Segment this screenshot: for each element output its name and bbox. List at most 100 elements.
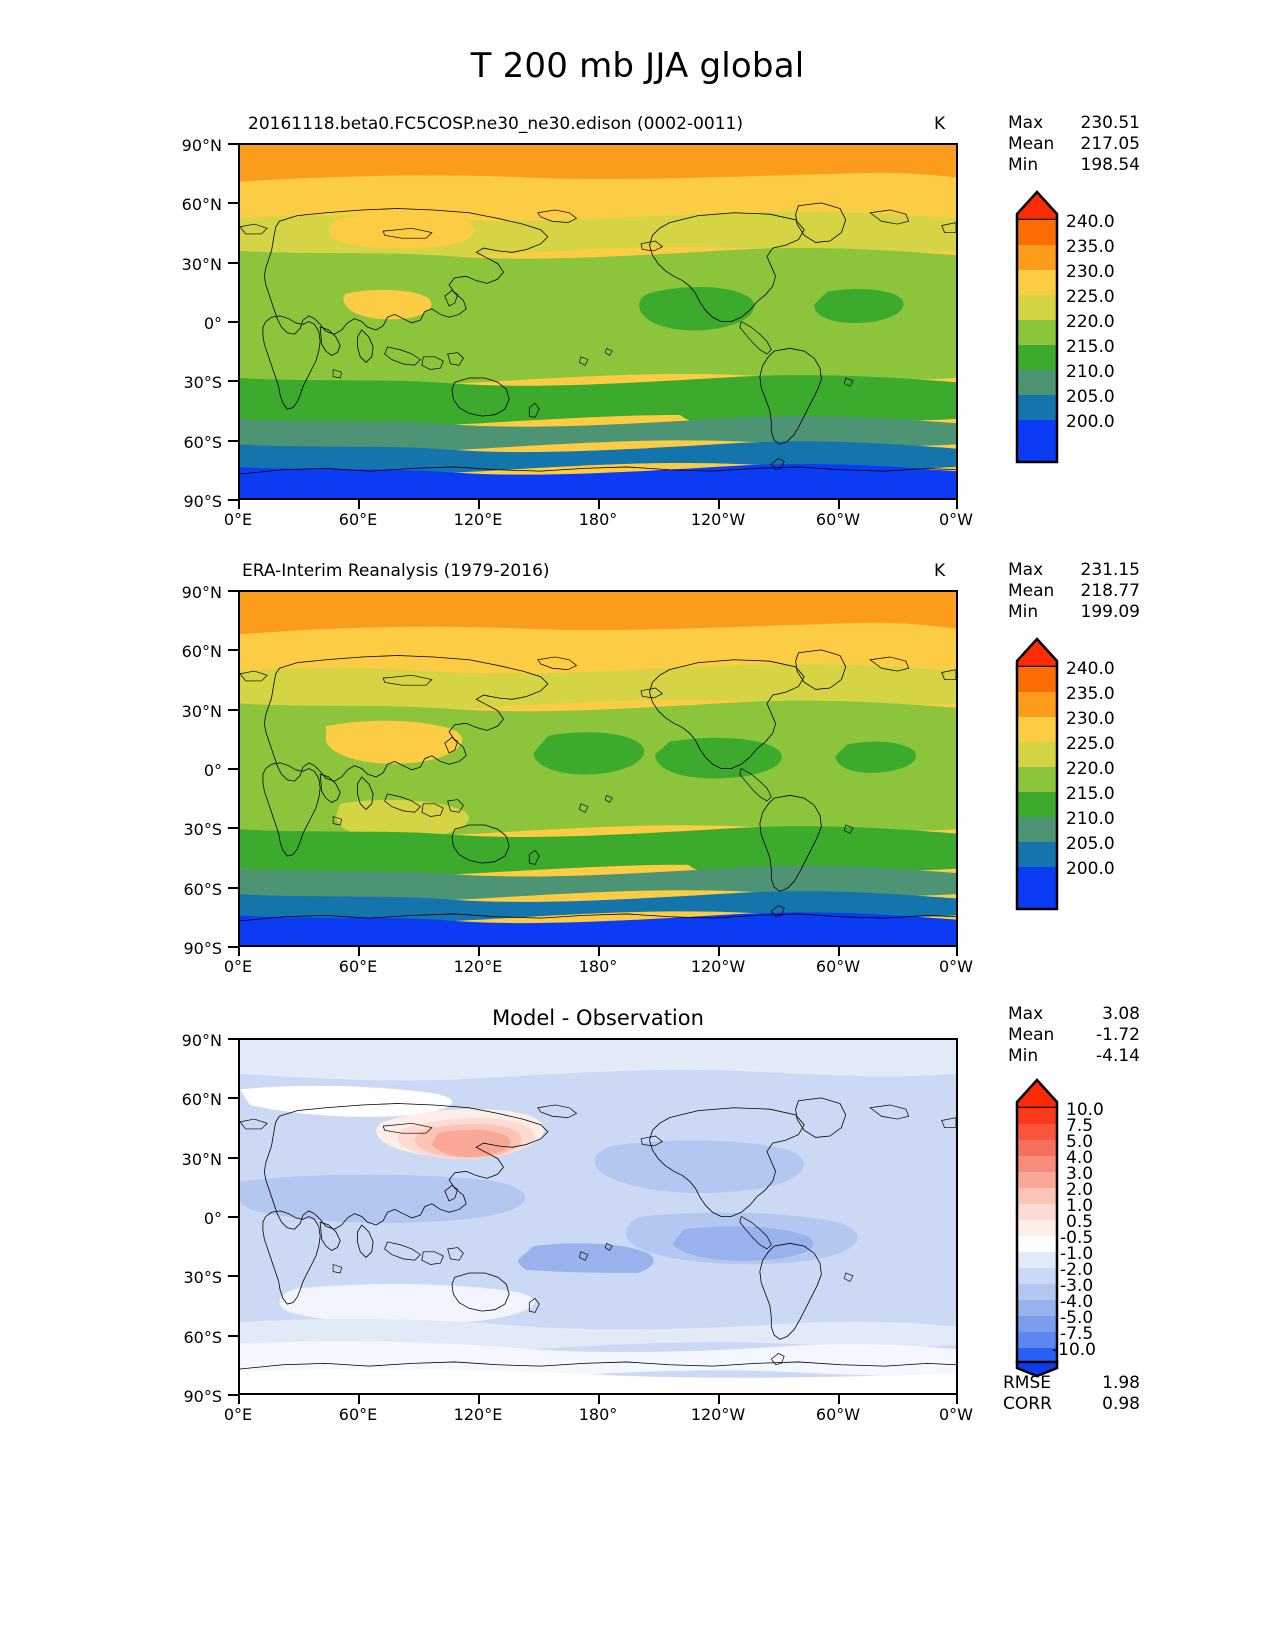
stat-key: Mean	[1008, 581, 1055, 601]
ytick-label: 60°N	[181, 1090, 222, 1109]
ytick-label: 90°N	[181, 1031, 222, 1050]
xtick-label: 120°E	[453, 510, 503, 529]
ytick-label: 90°S	[183, 939, 222, 958]
xtick-label: 60°E	[338, 957, 378, 976]
ytick-label: 60°S	[183, 880, 222, 899]
ytick-mark	[228, 827, 238, 829]
colorbar-label: 5.0	[1066, 1132, 1094, 1152]
xtick-mark	[598, 500, 600, 509]
stat-key: Max	[1008, 113, 1044, 133]
ytick-mark	[228, 1335, 238, 1337]
footer-key: CORR	[1003, 1394, 1052, 1414]
stat-value: 217.05	[1080, 134, 1140, 154]
ytick-label: 30°S	[183, 373, 222, 392]
xtick-label: 120°W	[690, 510, 746, 529]
ytick-label: 30°N	[181, 255, 222, 274]
xtick-label: 60°W	[815, 957, 861, 976]
ytick-mark	[228, 499, 238, 501]
ytick-mark	[228, 946, 238, 948]
panel-difference-stats: Max 3.08 Mean -1.72 Min -4.14	[1008, 1004, 1140, 1066]
stat-key: Mean	[1008, 1025, 1055, 1045]
colorbar-label: 225.0	[1066, 287, 1115, 307]
stat-value: -4.14	[1096, 1046, 1140, 1066]
colorbar-label: 215.0	[1066, 784, 1115, 804]
xtick-label: 0°E	[223, 957, 253, 976]
colorbar-label: -2.0	[1060, 1260, 1094, 1280]
ytick-label: 60°N	[181, 642, 222, 661]
xtick-label: 180°	[578, 510, 618, 529]
panel-observation-stats: Max 231.15 Mean 218.77 Min 199.09	[1008, 560, 1140, 622]
xtick-label: 180°	[578, 1405, 618, 1424]
xtick-mark	[718, 947, 720, 956]
panel-observation-colorbar[interactable]: 240.0 235.0 230.0 225.0 220.0 215.0 210.…	[1008, 637, 1158, 917]
ytick-mark	[228, 1097, 238, 1099]
ytick-mark	[228, 887, 238, 889]
colorbar-label: -10.0	[1052, 1340, 1096, 1360]
ytick-label: 0°	[203, 1209, 222, 1228]
xtick-label: 0°E	[223, 510, 253, 529]
colorbar-label: 7.5	[1066, 1116, 1094, 1136]
colorbar-label: 200.0	[1066, 412, 1115, 432]
xtick-mark	[478, 947, 480, 956]
ytick-label: 60°S	[183, 1328, 222, 1347]
panel-difference-map[interactable]	[238, 1038, 958, 1395]
colorbar-label: 10.0	[1066, 1100, 1104, 1120]
colorbar-label: 210.0	[1066, 362, 1115, 382]
ytick-label: 90°S	[183, 492, 222, 511]
ytick-mark	[228, 1216, 238, 1218]
ytick-label: 0°	[203, 761, 222, 780]
stat-value: 198.54	[1080, 155, 1140, 175]
colorbar-label: 235.0	[1066, 684, 1115, 704]
xtick-mark	[838, 947, 840, 956]
xtick-label: 60°W	[815, 1405, 861, 1424]
ytick-mark	[228, 1394, 238, 1396]
colorbar-label: -4.0	[1060, 1292, 1094, 1312]
colorbar-label: 205.0	[1066, 387, 1115, 407]
panel-model-colorbar[interactable]: 240.0 235.0 230.0 225.0 220.0 215.0 210.…	[1008, 190, 1158, 470]
figure-title: T 200 mb JJA global	[470, 46, 805, 86]
ytick-mark	[228, 649, 238, 651]
colorbar-label: 3.0	[1066, 1164, 1094, 1184]
colorbar-label: -0.5	[1060, 1228, 1094, 1248]
panel-observation-map[interactable]	[238, 590, 958, 947]
xtick-label: 60°E	[338, 510, 378, 529]
colorbar-label: 240.0	[1066, 659, 1115, 679]
ytick-label: 30°N	[181, 702, 222, 721]
colorbar-label: 220.0	[1066, 312, 1115, 332]
xtick-mark	[238, 947, 240, 956]
stat-value: 218.77	[1080, 581, 1140, 601]
xtick-mark	[358, 947, 360, 956]
colorbar-label: -7.5	[1060, 1324, 1094, 1344]
ytick-label: 60°N	[181, 195, 222, 214]
ytick-mark	[228, 143, 238, 145]
xtick-label: 0°E	[223, 1405, 253, 1424]
xtick-mark	[478, 1395, 480, 1404]
panel-model-stats: Max 230.51 Mean 217.05 Min 198.54	[1008, 113, 1140, 175]
ytick-label: 90°N	[181, 136, 222, 155]
stat-key: Max	[1008, 1004, 1044, 1024]
ytick-mark	[228, 590, 238, 592]
colorbar-label: 2.0	[1066, 1180, 1094, 1200]
ytick-mark	[228, 262, 238, 264]
stat-value: 231.15	[1080, 560, 1140, 580]
xtick-mark	[956, 947, 958, 956]
colorbar-label: 240.0	[1066, 212, 1115, 232]
panel-model-map[interactable]	[238, 143, 958, 500]
ytick-mark	[228, 321, 238, 323]
xtick-mark	[956, 500, 958, 509]
panel-difference-colorbar[interactable]: 10.0 7.5 5.0 4.0 3.0 2.0 1.0 0.5 -0.5 -1…	[1008, 1078, 1158, 1378]
ytick-label: 90°S	[183, 1387, 222, 1406]
colorbar-label: 0.5	[1066, 1212, 1094, 1232]
stat-key: Min	[1008, 155, 1039, 175]
colorbar-label: 4.0	[1066, 1148, 1094, 1168]
colorbar-label: 220.0	[1066, 759, 1115, 779]
xtick-label: 120°E	[453, 957, 503, 976]
colorbar-label: 205.0	[1066, 834, 1115, 854]
xtick-mark	[358, 500, 360, 509]
xtick-mark	[598, 1395, 600, 1404]
panel-model-title: 20161118.beta0.FC5COSP.ne30_ne30.edison …	[248, 114, 743, 134]
xtick-label: 120°E	[453, 1405, 503, 1424]
stat-value: 3.08	[1102, 1004, 1140, 1024]
panel-difference-footer: RMSE 1.98 CORR 0.98	[1003, 1373, 1140, 1414]
ytick-mark	[228, 709, 238, 711]
